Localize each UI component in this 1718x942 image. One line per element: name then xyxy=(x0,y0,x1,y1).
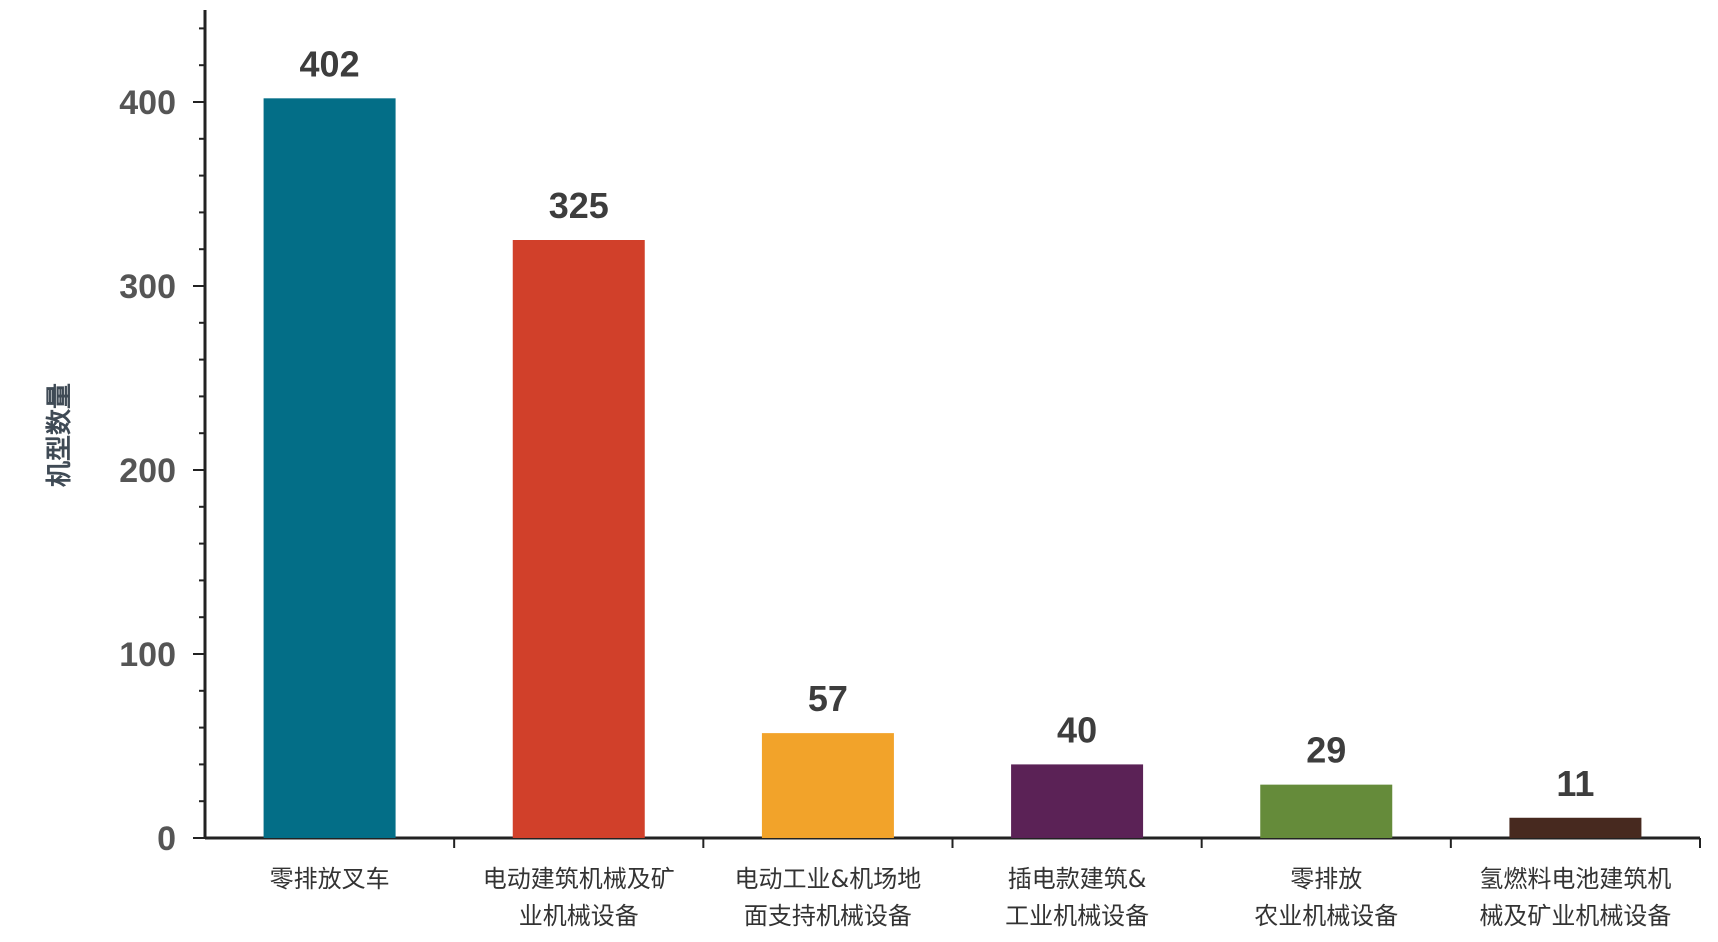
bar-value-label: 57 xyxy=(808,678,848,719)
bar xyxy=(1011,764,1144,838)
y-tick-label: 100 xyxy=(119,636,176,674)
x-category-label: 电动建筑机械及矿 xyxy=(483,865,675,893)
x-category-label: 氢燃料电池建筑机 xyxy=(1479,865,1671,893)
bars xyxy=(263,98,1642,838)
x-category-label: 工业机械设备 xyxy=(1005,902,1149,930)
y-tick-label: 300 xyxy=(119,268,176,306)
bar xyxy=(263,98,396,838)
x-category-label: 农业机械设备 xyxy=(1254,902,1398,930)
bar-value-label: 11 xyxy=(1556,763,1594,804)
x-category-label: 械及矿业机械设备 xyxy=(1479,902,1671,930)
value-labels: 402 325 57 40 29 11 xyxy=(300,43,1595,803)
bar xyxy=(1509,817,1642,838)
y-tick-label: 200 xyxy=(119,452,176,490)
bar xyxy=(761,733,894,838)
y-axis-title: 机型数量 xyxy=(45,383,75,487)
y-tick-label: 400 xyxy=(119,84,176,122)
x-category-label: 零排放 xyxy=(1290,865,1362,893)
bar xyxy=(1260,784,1393,838)
bar-value-label: 325 xyxy=(549,185,609,226)
axes xyxy=(193,10,1701,848)
y-tick-label: 0 xyxy=(157,820,176,858)
bar-value-label: 40 xyxy=(1057,709,1097,750)
x-category-label: 业机械设备 xyxy=(519,902,639,930)
x-category-label: 插电款建筑& xyxy=(1008,865,1147,893)
bar-value-label: 29 xyxy=(1306,730,1346,771)
bar-value-label: 402 xyxy=(300,43,360,84)
x-category-label: 面支持机械设备 xyxy=(744,902,912,930)
x-category-label: 电动工业&机场地 xyxy=(735,865,922,893)
y-tick-labels: 0 100 200 300 400 xyxy=(119,84,176,858)
x-category-label: 零排放叉车 xyxy=(270,865,390,893)
bar xyxy=(512,240,645,838)
